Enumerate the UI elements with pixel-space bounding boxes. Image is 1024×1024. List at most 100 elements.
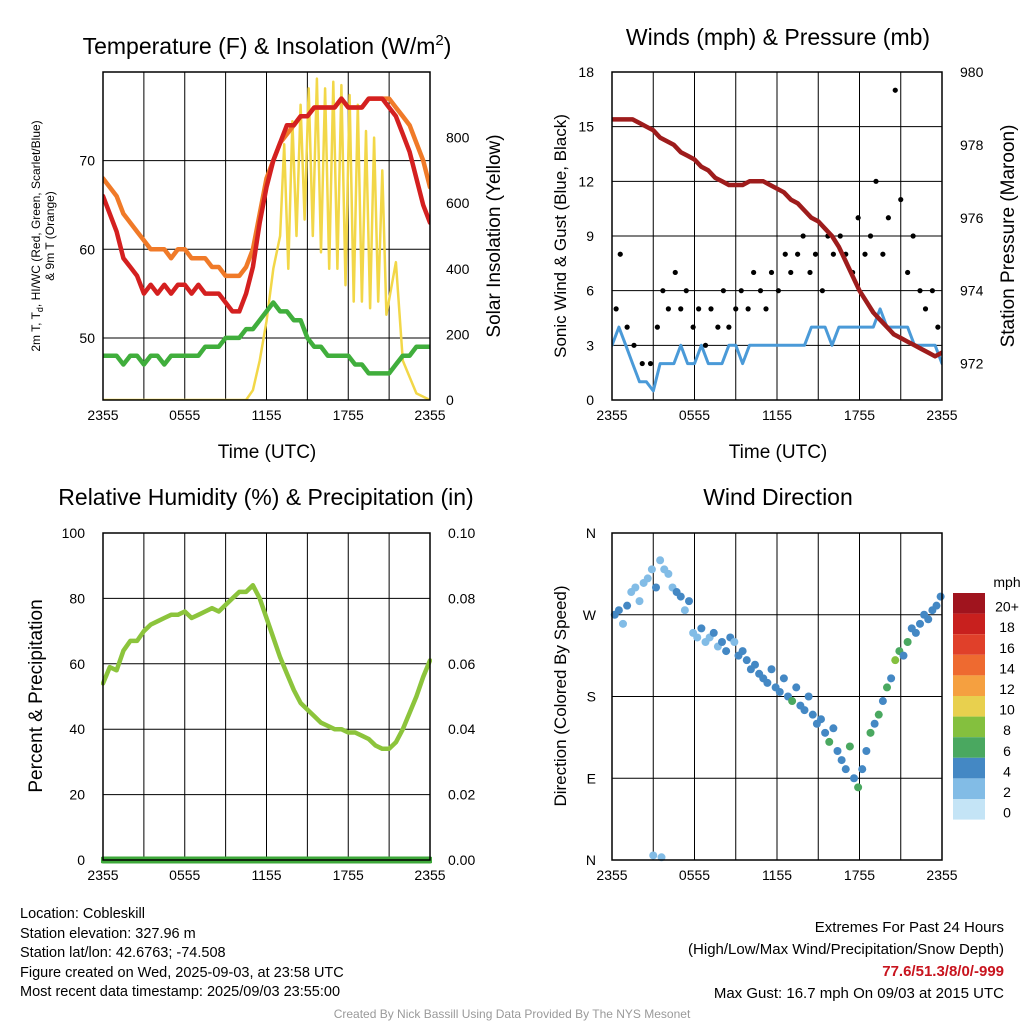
recent-text: Most recent data timestamp: 2025/09/03 2… xyxy=(20,984,341,1001)
temp-xtick-label: 0555 xyxy=(169,407,200,423)
temp-series-group xyxy=(103,77,430,400)
dir-point xyxy=(891,656,900,665)
dir-point xyxy=(858,765,867,774)
rh-y2tick-label: 0.00 xyxy=(448,852,475,868)
extremes-title: Extremes For Past 24 Hours xyxy=(814,919,1004,936)
rh-xtick-label: 1755 xyxy=(333,867,364,883)
temp-y2tick-label: 600 xyxy=(446,195,470,211)
dir-point xyxy=(718,638,726,646)
colorbar-swatch xyxy=(953,696,985,717)
dir-point xyxy=(833,747,842,755)
dir-point xyxy=(825,737,834,746)
dir-point xyxy=(874,710,883,719)
wind-gust-point xyxy=(738,288,744,294)
dir-point xyxy=(623,601,632,610)
wind-gust-point xyxy=(905,269,911,276)
wind-gust-point xyxy=(880,251,886,257)
wind-y2tick-label: 976 xyxy=(960,210,984,226)
wind-gust-point xyxy=(690,324,696,330)
dir-point xyxy=(936,592,945,601)
wind-gust-point xyxy=(922,306,929,312)
temp-y2tick-label: 200 xyxy=(446,326,470,342)
rh-xtick-label: 1155 xyxy=(251,867,281,883)
wind-xtick-label: 2355 xyxy=(926,407,957,423)
wind-gust-point xyxy=(795,251,801,257)
wind-gust-point xyxy=(892,87,898,93)
wind-gust-point xyxy=(800,233,806,239)
dir-point xyxy=(911,628,920,637)
dir-point xyxy=(730,638,739,646)
latlon-text: Station lat/lon: 42.6763; -74.508 xyxy=(20,945,226,962)
wind-xtick-label: 0555 xyxy=(679,407,710,423)
wind-y2tick-label: 980 xyxy=(960,64,984,80)
wind-gust-point xyxy=(788,269,794,276)
max-gust-text: Max Gust: 16.7 mph On 09/03 at 2015 UTC xyxy=(713,985,1004,1002)
temp-xtick-label: 1155 xyxy=(251,407,281,423)
dir-xtick-label: 2355 xyxy=(926,867,957,883)
dir-point xyxy=(792,683,801,692)
dir-point xyxy=(850,774,858,783)
dir-point xyxy=(763,678,772,687)
dir-point xyxy=(916,619,924,628)
dir-point xyxy=(883,683,891,692)
wind-gust-point xyxy=(910,233,916,239)
wind-y2tick-label: 972 xyxy=(960,356,984,372)
dir-point xyxy=(837,756,846,765)
dir-point xyxy=(751,660,759,669)
wind-gust-point xyxy=(873,178,879,184)
wind-gust-point xyxy=(929,288,935,294)
station-info: Location: Cobleskill Station elevation: … xyxy=(20,905,344,1003)
rh-ylabel-left: Percent & Precipitation xyxy=(26,599,47,792)
dir-point xyxy=(775,687,784,696)
colorbar-label: 0 xyxy=(1003,805,1011,821)
wind-gust-point xyxy=(617,251,623,257)
dir-point xyxy=(899,651,908,660)
colorbar-swatch xyxy=(953,593,985,614)
wind-gust-point xyxy=(867,233,874,239)
dir-point xyxy=(631,583,640,592)
dir-point xyxy=(841,765,850,774)
colorbar-swatch xyxy=(953,799,985,820)
dir-point xyxy=(854,783,863,792)
colorbar-label: 14 xyxy=(999,660,1015,676)
wind-gust-point xyxy=(917,288,923,294)
wind-series-group xyxy=(612,87,942,393)
temp-y2tick-label: 0 xyxy=(446,392,454,408)
wind-gust-point xyxy=(720,288,726,294)
wind-gust-point xyxy=(862,251,868,257)
wind-gust-point xyxy=(647,360,654,367)
rh-title: Relative Humidity (%) & Precipitation (i… xyxy=(58,484,473,510)
rh-ytick-label: 100 xyxy=(62,525,86,541)
dir-ytick-label: S xyxy=(587,689,596,705)
wind-gust-point xyxy=(672,269,678,276)
dir-point xyxy=(800,706,809,715)
temp-ytick-label: 60 xyxy=(79,241,95,257)
dir-point xyxy=(804,692,813,701)
svg-text:& 9m T (Orange): & 9m T (Orange) xyxy=(43,191,57,281)
rh-xtick-label: 2355 xyxy=(414,867,445,883)
dir-point xyxy=(788,697,797,706)
colorbar-swatch xyxy=(953,675,985,696)
wind-y2tick-label: 978 xyxy=(960,137,984,153)
wind-ytick-label: 18 xyxy=(578,64,594,80)
rh-ytick-label: 20 xyxy=(69,787,85,803)
colorbar-swatch xyxy=(953,613,985,635)
wind-xtick-label: 1155 xyxy=(762,407,792,423)
dir-xtick-label: 1155 xyxy=(762,867,792,883)
wind-gust-point xyxy=(665,306,671,312)
wind-gust-point xyxy=(715,324,721,330)
dir-point xyxy=(722,647,731,656)
wind-gust-point xyxy=(837,233,843,239)
colorbar-label: 16 xyxy=(999,640,1015,656)
dir-point xyxy=(697,624,706,633)
temp-plot-frame xyxy=(102,71,431,401)
dir-point xyxy=(767,665,776,674)
dir-point xyxy=(924,615,933,624)
wind-gust-point xyxy=(745,306,751,312)
dir-point xyxy=(862,747,871,755)
rh-y2tick-label: 0.06 xyxy=(448,656,475,672)
dir-point xyxy=(680,606,689,615)
rh-y2tick-label: 0.04 xyxy=(448,721,475,737)
dir-point xyxy=(808,710,817,719)
